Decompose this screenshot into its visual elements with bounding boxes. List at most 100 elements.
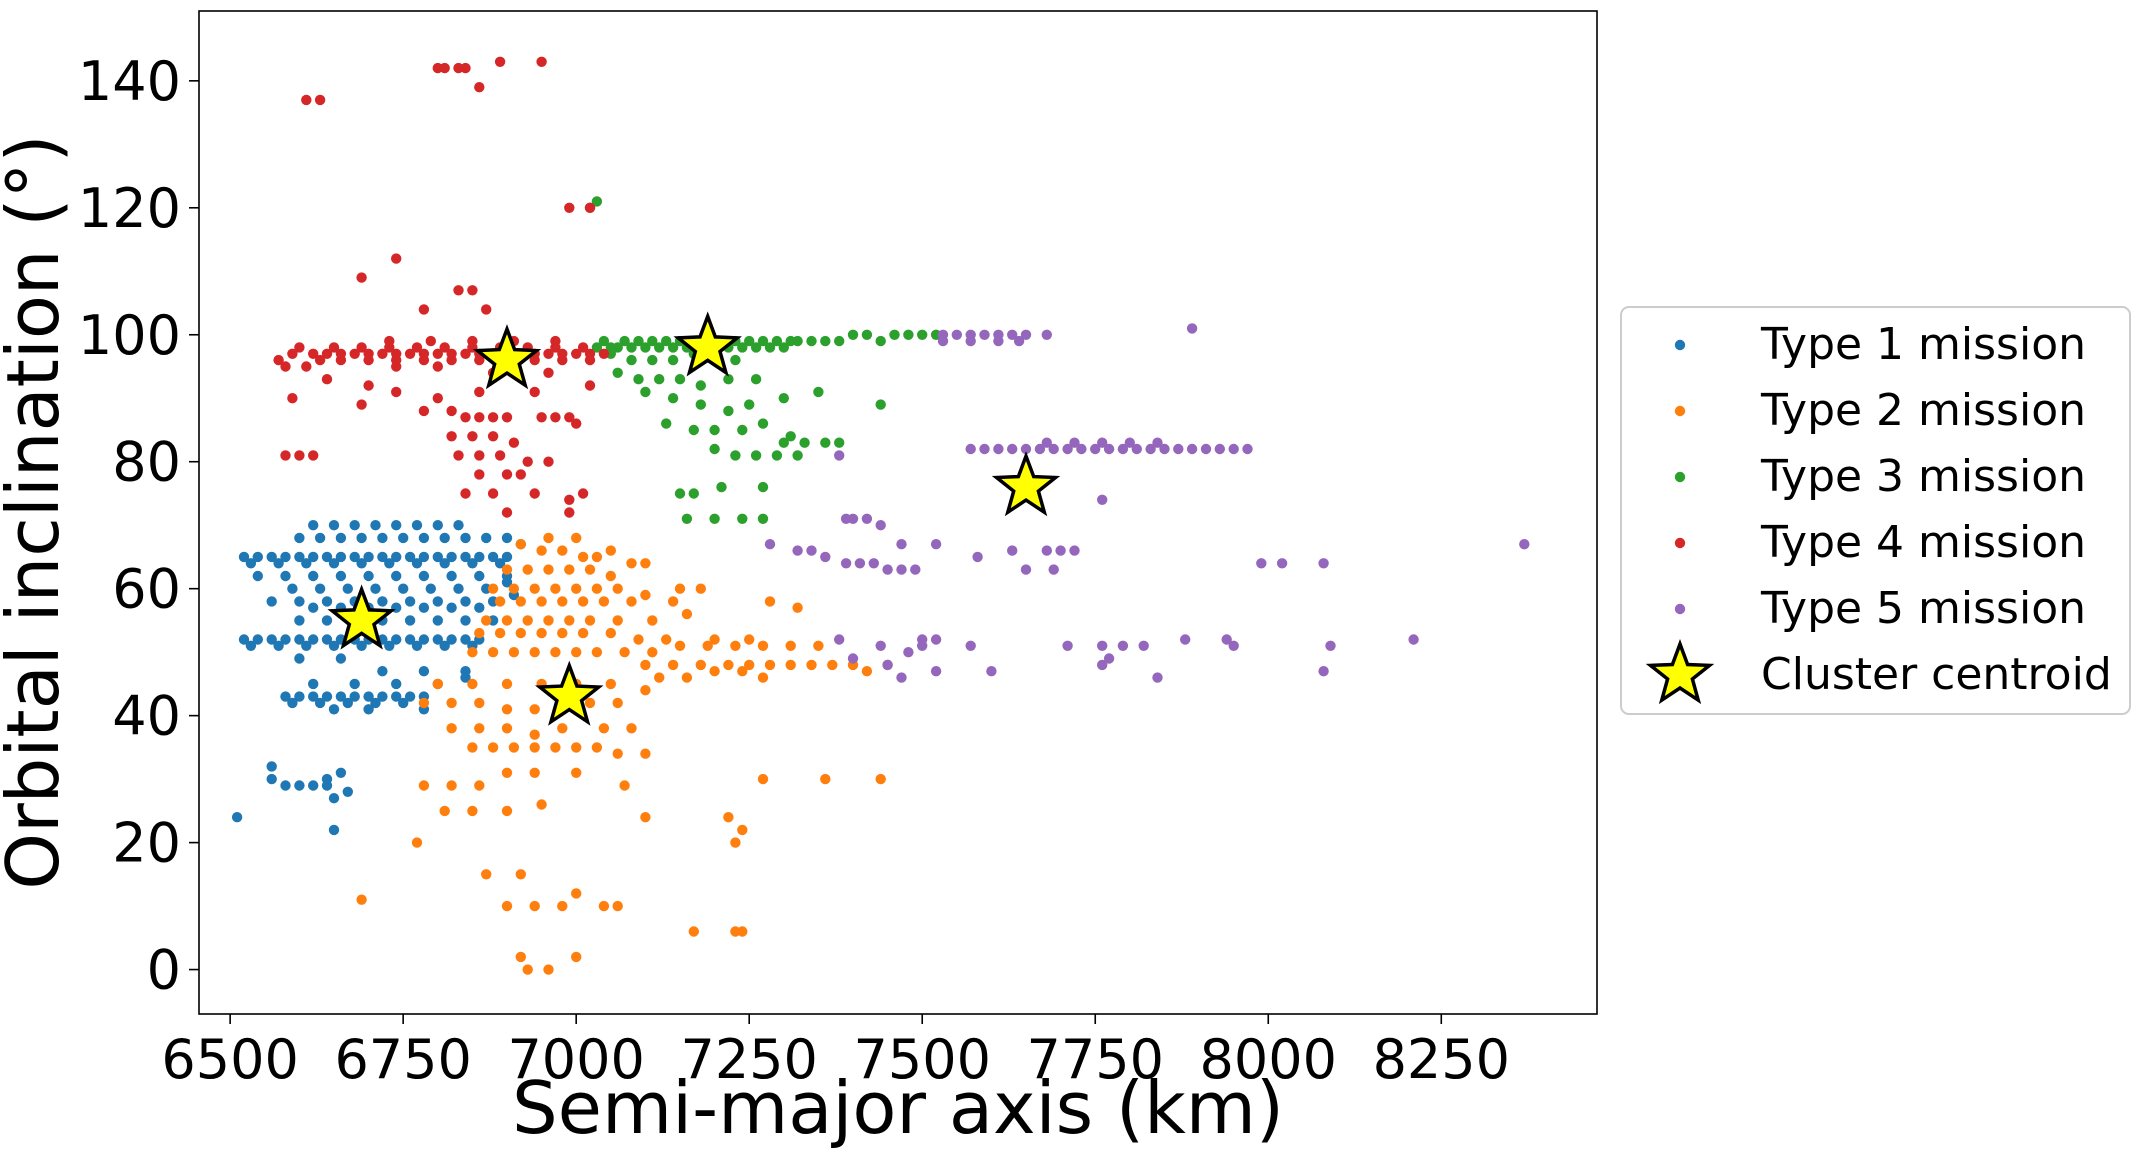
x-axis-title: Semi-major axis (km) xyxy=(512,1066,1284,1150)
data-point xyxy=(1097,659,1108,671)
data-point xyxy=(550,583,561,594)
data-point xyxy=(598,335,610,347)
data-point xyxy=(702,640,713,651)
data-point xyxy=(370,520,381,531)
data-point xyxy=(515,869,526,880)
data-point xyxy=(778,437,789,448)
data-point xyxy=(308,570,319,582)
data-point xyxy=(494,558,506,569)
x-tick-label: 6500 xyxy=(161,1028,298,1091)
data-point xyxy=(896,539,907,550)
data-point xyxy=(709,513,720,524)
data-point xyxy=(571,767,582,778)
data-point xyxy=(647,335,658,347)
data-point xyxy=(446,551,457,563)
data-point xyxy=(335,354,347,366)
data-point xyxy=(328,824,340,836)
data-point xyxy=(266,761,277,772)
data-point xyxy=(529,647,540,658)
data-point xyxy=(806,335,817,347)
data-point xyxy=(467,742,478,753)
data-point xyxy=(391,570,402,582)
data-point xyxy=(501,564,513,575)
data-point xyxy=(474,450,485,461)
data-point xyxy=(474,723,485,734)
data-point xyxy=(432,520,443,531)
data-point xyxy=(1069,545,1080,556)
data-point xyxy=(584,615,596,626)
data-point xyxy=(737,513,748,524)
data-point xyxy=(667,659,679,671)
data-point xyxy=(1097,640,1108,651)
data-point xyxy=(1408,634,1419,645)
cluster-centroid-star xyxy=(327,584,396,650)
data-point xyxy=(674,488,686,499)
data-point xyxy=(501,805,513,817)
data-point xyxy=(550,335,561,347)
data-point xyxy=(674,374,686,385)
data-point xyxy=(834,335,845,347)
data-point xyxy=(771,335,783,347)
data-point xyxy=(481,532,492,544)
data-point xyxy=(439,640,450,651)
data-point xyxy=(1325,640,1336,651)
data-point xyxy=(667,354,679,366)
data-point xyxy=(335,691,347,702)
data-point xyxy=(785,659,796,671)
data-point xyxy=(460,348,471,359)
data-point xyxy=(917,329,928,340)
data-point xyxy=(764,659,776,671)
data-point xyxy=(619,335,630,347)
data-point xyxy=(792,545,803,556)
data-point xyxy=(377,551,388,563)
data-point xyxy=(446,431,457,442)
data-point xyxy=(654,672,665,683)
data-point xyxy=(986,666,997,677)
plot-area xyxy=(231,56,1530,975)
data-point xyxy=(404,596,416,607)
data-point xyxy=(280,634,291,645)
data-point xyxy=(425,335,436,347)
data-point xyxy=(723,812,734,823)
data-point xyxy=(487,583,499,594)
data-point xyxy=(847,653,859,664)
data-point xyxy=(577,488,589,499)
data-point xyxy=(515,469,526,480)
data-point xyxy=(757,513,769,524)
data-point xyxy=(750,450,762,461)
data-point xyxy=(965,335,976,347)
data-point xyxy=(418,697,430,709)
data-point xyxy=(930,634,942,645)
data-point xyxy=(557,900,568,912)
legend-marker xyxy=(1674,603,1686,615)
y-tick-label: 60 xyxy=(112,558,181,621)
data-point xyxy=(730,640,741,651)
y-tick-label: 100 xyxy=(78,304,181,367)
data-point xyxy=(301,94,312,106)
data-point xyxy=(896,564,907,575)
data-point xyxy=(681,513,693,524)
data-point xyxy=(674,583,686,594)
data-point xyxy=(321,596,333,607)
data-point xyxy=(515,951,526,963)
data-point xyxy=(418,405,430,417)
data-point xyxy=(543,456,554,467)
data-point xyxy=(328,640,340,651)
data-point xyxy=(993,335,1004,347)
cluster-centroid-star xyxy=(991,451,1061,517)
data-point xyxy=(301,640,312,651)
data-point xyxy=(557,545,568,556)
data-point xyxy=(633,374,644,385)
data-point xyxy=(951,329,962,340)
legend-item-type-1-mission: Type 1 mission xyxy=(1674,319,2086,370)
data-point xyxy=(571,532,582,544)
data-point xyxy=(605,678,616,690)
data-point xyxy=(467,678,478,690)
data-point xyxy=(404,691,416,702)
legend-item-type-3-mission: Type 3 mission xyxy=(1674,451,2086,502)
data-point xyxy=(667,596,679,607)
data-point xyxy=(314,532,326,544)
data-point xyxy=(522,964,533,975)
data-point xyxy=(550,742,561,753)
data-point xyxy=(266,634,277,645)
